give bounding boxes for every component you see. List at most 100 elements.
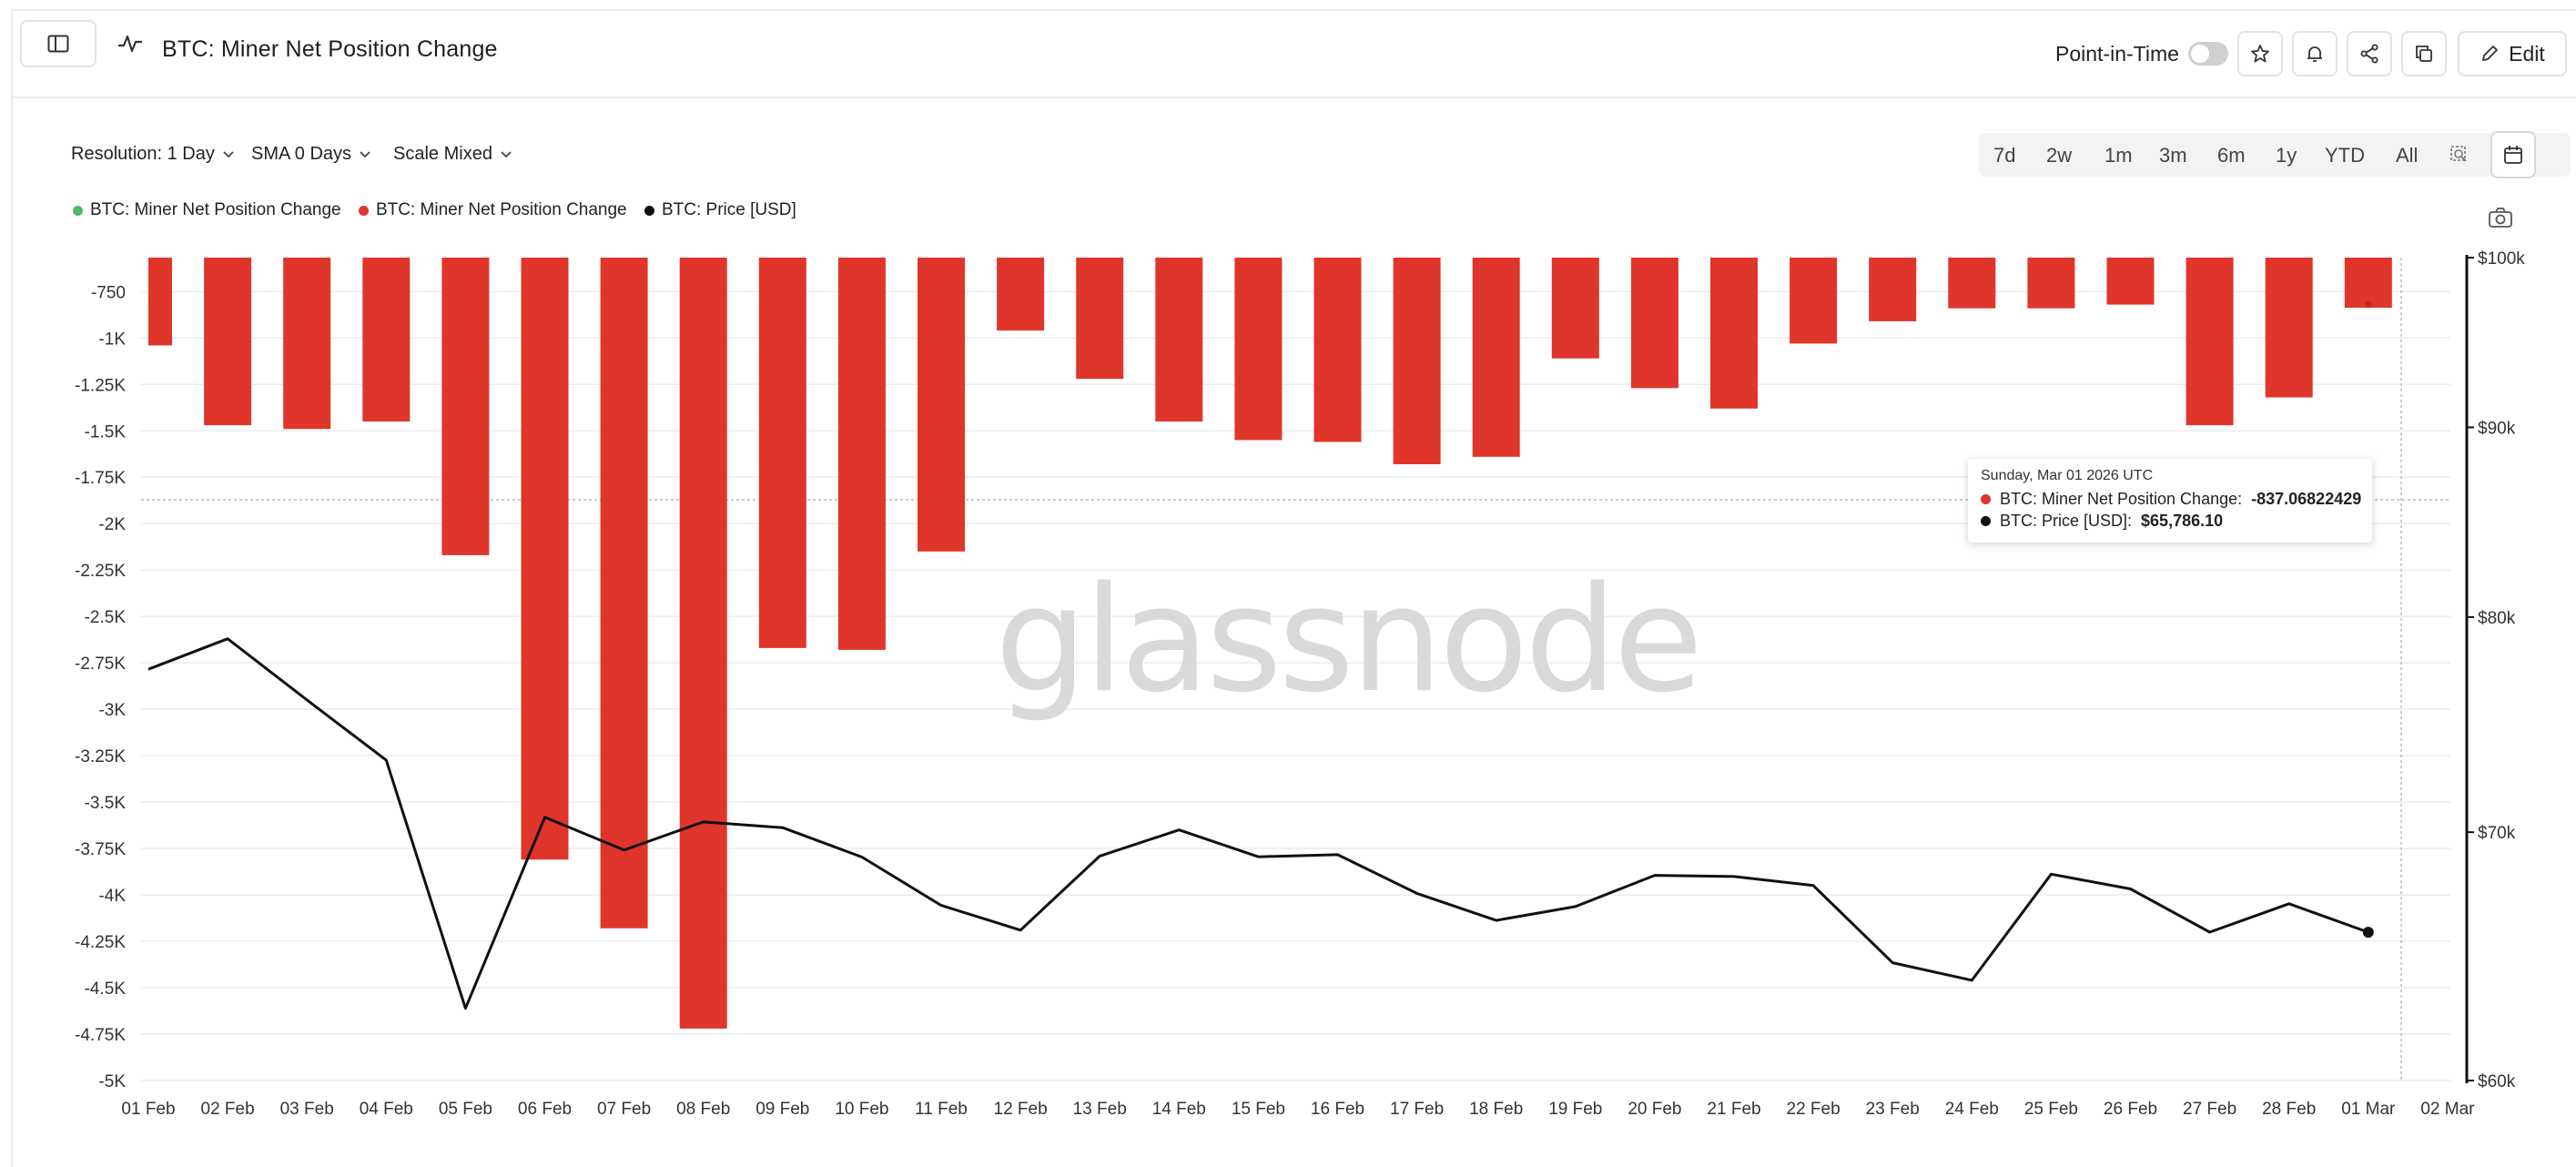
- bar-net-position: [521, 258, 569, 860]
- scale-dropdown[interactable]: Scale Mixed: [393, 144, 512, 165]
- y-left-tick-label: -750: [91, 283, 126, 302]
- x-tick-label: 14 Feb: [1152, 1100, 1206, 1119]
- x-tick-label: 15 Feb: [1232, 1100, 1285, 1119]
- bar-net-position: [679, 258, 727, 1029]
- x-tick-label: 23 Feb: [1866, 1100, 1920, 1119]
- y-left-tick-label: -4.25K: [75, 933, 126, 952]
- page-frame: [11, 9, 2576, 1167]
- alert-button[interactable]: [2292, 31, 2338, 76]
- range-6m[interactable]: 6m: [2217, 144, 2246, 167]
- bar-net-position: [837, 258, 886, 650]
- bar-net-position: [362, 258, 411, 422]
- favorite-button[interactable]: [2237, 31, 2283, 76]
- bar-net-position: [283, 258, 331, 430]
- x-tick-label: 18 Feb: [1469, 1100, 1523, 1119]
- calendar-icon: [2504, 146, 2522, 164]
- bar-point-highlight: [2364, 300, 2372, 309]
- x-tick-label: 12 Feb: [994, 1100, 1048, 1119]
- sma-label: SMA 0 Days: [251, 144, 352, 164]
- bar-net-position: [918, 258, 965, 552]
- sidebar-toggle-button[interactable]: [20, 20, 96, 67]
- range-ytd[interactable]: YTD: [2325, 144, 2365, 167]
- price-line: [147, 637, 2369, 1010]
- sma-dropdown[interactable]: SMA 0 Days: [251, 144, 371, 165]
- range-3m[interactable]: 3m: [2159, 144, 2187, 167]
- point-in-time-toggle[interactable]: [2188, 42, 2228, 66]
- legend-swatch: [359, 205, 369, 216]
- bar-net-position: [2265, 258, 2313, 398]
- y-right-tick-label: $60k: [2478, 1072, 2516, 1091]
- date-range-button[interactable]: [2490, 131, 2536, 178]
- page-title: BTC: Miner Net Position Change: [162, 36, 498, 62]
- y-left-tick-label: -4.75K: [75, 1026, 126, 1045]
- x-tick-label: 01 Mar: [2341, 1100, 2396, 1119]
- bar-net-position: [1710, 258, 1758, 409]
- x-tick-label: 19 Feb: [1548, 1100, 1602, 1119]
- share-icon: [2360, 44, 2378, 64]
- y-right-tick-label: $100k: [2478, 249, 2525, 269]
- bar-net-position: [2106, 258, 2155, 305]
- y-left-tick-label: -2.5K: [85, 608, 127, 627]
- range-1m[interactable]: 1m: [2104, 144, 2133, 167]
- resolution-dropdown[interactable]: Resolution: 1 Day: [71, 144, 235, 165]
- camera-icon[interactable]: [2487, 206, 2514, 229]
- copy-icon: [2416, 46, 2432, 62]
- bar-net-position: [2186, 258, 2234, 426]
- chevron-down-icon: [360, 150, 370, 157]
- bar-net-position: [1313, 258, 1362, 442]
- x-tick-label: 16 Feb: [1311, 1100, 1364, 1119]
- bar-net-position: [1472, 258, 1520, 457]
- x-tick-label: 28 Feb: [2262, 1100, 2316, 1119]
- range-1y[interactable]: 1y: [2276, 144, 2297, 167]
- glassnode-watermark: glassnode: [995, 554, 1699, 725]
- x-tick-label: 10 Feb: [835, 1100, 888, 1119]
- x-tick-label: 27 Feb: [2183, 1100, 2236, 1119]
- legend-label: BTC: Miner Net Position Change: [376, 200, 627, 219]
- x-tick-label: 20 Feb: [1628, 1100, 1681, 1119]
- x-tick-label: 07 Feb: [597, 1100, 651, 1119]
- pencil-icon: [2482, 46, 2499, 61]
- zoom-select-icon[interactable]: [2449, 144, 2470, 166]
- chart-tooltip: Sunday, Mar 01 2026 UTC BTC: Miner Net P…: [1968, 459, 2372, 543]
- x-tick-label: 01 Feb: [121, 1100, 175, 1119]
- y-left-tick-label: -4.5K: [85, 979, 127, 999]
- bar-net-position: [1234, 258, 1283, 441]
- bar-net-position: [2027, 258, 2075, 309]
- range-all[interactable]: All: [2396, 144, 2419, 167]
- duplicate-button[interactable]: [2401, 31, 2447, 76]
- share-button[interactable]: [2347, 31, 2392, 76]
- y-left-tick-label: -1.75K: [75, 469, 126, 488]
- x-tick-label: 03 Feb: [280, 1100, 334, 1119]
- tooltip-swatch: [1981, 494, 1991, 504]
- x-tick-label: 26 Feb: [2104, 1100, 2157, 1119]
- point-in-time-label: Point-in-Time: [2055, 42, 2179, 66]
- scale-label: Scale Mixed: [393, 144, 492, 164]
- bar-net-position: [1155, 258, 1203, 422]
- star-icon: [2251, 45, 2269, 63]
- tooltip-date: Sunday, Mar 01 2026 UTC: [1981, 468, 2154, 483]
- bar-net-position: [1076, 258, 1124, 380]
- tooltip-row-price: BTC: Price [USD]: $65,786.10: [1981, 512, 2223, 531]
- edit-button[interactable]: Edit: [2458, 31, 2567, 76]
- x-tick-label: 11 Feb: [915, 1100, 968, 1119]
- x-tick-label: 04 Feb: [360, 1100, 413, 1119]
- x-tick-label: 17 Feb: [1390, 1100, 1444, 1119]
- bar-net-position: [204, 258, 252, 426]
- legend-item-price[interactable]: BTC: Price [USD]: [644, 200, 796, 220]
- legend-item-net-position-green[interactable]: BTC: Miner Net Position Change: [73, 200, 341, 220]
- tooltip-label: BTC: Price [USD]:: [2000, 512, 2133, 530]
- x-tick-label: 21 Feb: [1707, 1100, 1760, 1119]
- bar-net-position: [148, 258, 172, 346]
- edit-label: Edit: [2509, 41, 2545, 66]
- x-tick-label: 22 Feb: [1787, 1100, 1841, 1119]
- range-7d[interactable]: 7d: [1993, 144, 2016, 167]
- legend-item-net-position-red[interactable]: BTC: Miner Net Position Change: [359, 200, 627, 220]
- tooltip-value: $65,786.10: [2141, 512, 2224, 530]
- bar-net-position: [1393, 258, 1441, 464]
- toggle-knob: [2191, 45, 2209, 63]
- range-2w[interactable]: 2w: [2046, 144, 2073, 167]
- tooltip-label: BTC: Miner Net Position Change:: [2000, 490, 2243, 508]
- x-tick-label: 05 Feb: [439, 1100, 492, 1119]
- tooltip-row-net-position: BTC: Miner Net Position Change: -837.068…: [1981, 490, 2361, 509]
